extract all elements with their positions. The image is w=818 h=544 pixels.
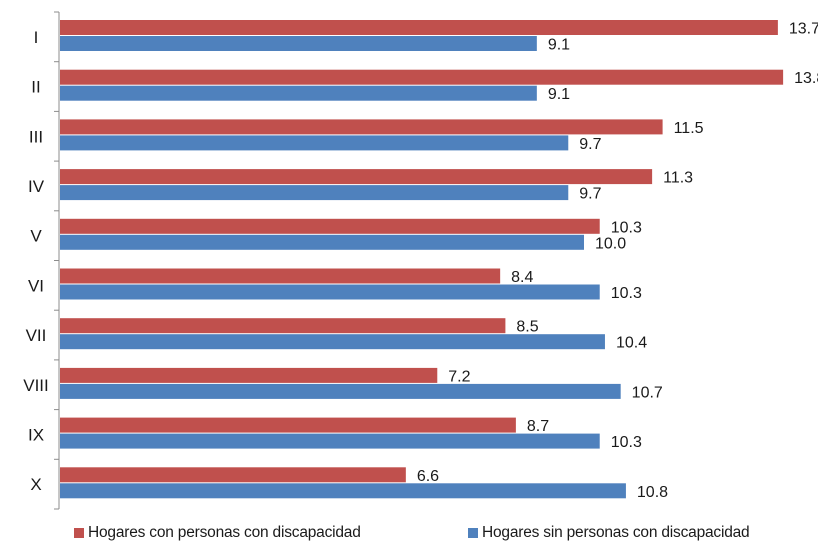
data-label: 10.7 xyxy=(632,384,663,401)
category-label: VIII xyxy=(23,376,49,395)
category-label: IX xyxy=(28,425,44,444)
bar xyxy=(60,318,506,334)
legend-item-sin-discapacidad: Hogares sin personas con discapacidad xyxy=(468,524,750,542)
bar xyxy=(60,268,501,284)
bar xyxy=(60,69,784,85)
bar xyxy=(60,185,569,201)
legend: Hogares con personas con discapacidad Ho… xyxy=(0,518,818,544)
category-axis-ticks xyxy=(54,11,59,510)
bar xyxy=(60,20,778,35)
data-label: 10.4 xyxy=(616,335,647,352)
bar xyxy=(60,334,605,350)
bar xyxy=(60,85,537,101)
bar xyxy=(60,367,438,383)
category-label: V xyxy=(30,227,42,246)
data-label: 11.5 xyxy=(674,120,704,137)
bar xyxy=(60,218,600,234)
data-label: 13.8 xyxy=(794,70,818,87)
category-label: VI xyxy=(28,276,44,295)
legend-label-con-discapacidad: Hogares con personas con discapacidad xyxy=(88,524,361,541)
bar xyxy=(60,36,537,51)
bar xyxy=(60,119,663,135)
category-label: II xyxy=(31,78,40,97)
value-labels: 13.79.113.89.111.59.711.39.710.310.08.41… xyxy=(417,21,818,501)
data-label: 11.3 xyxy=(663,170,693,187)
data-label: 8.7 xyxy=(527,418,549,435)
bar xyxy=(60,417,516,433)
data-label: 7.2 xyxy=(448,368,470,385)
legend-label-sin-discapacidad: Hogares sin personas con discapacidad xyxy=(482,524,750,541)
category-label: X xyxy=(30,475,41,494)
data-label: 10.0 xyxy=(595,235,626,252)
bar xyxy=(60,234,584,250)
data-label: 13.7 xyxy=(789,21,818,38)
category-label: I xyxy=(34,28,39,47)
data-label: 6.6 xyxy=(417,468,439,485)
legend-item-con-discapacidad: Hogares con personas con discapacidad xyxy=(74,524,361,542)
category-label: IV xyxy=(28,177,45,196)
data-label: 10.3 xyxy=(611,285,642,302)
category-label: III xyxy=(29,127,43,146)
data-label: 8.5 xyxy=(516,319,538,336)
category-label: VII xyxy=(26,326,47,345)
bar xyxy=(60,433,600,449)
data-label: 9.7 xyxy=(579,136,601,153)
legend-swatch-con-discapacidad xyxy=(74,528,84,538)
bar xyxy=(60,169,653,185)
data-label: 9.1 xyxy=(548,86,570,103)
legend-swatch-sin-discapacidad xyxy=(468,528,478,538)
data-label: 10.3 xyxy=(611,434,642,451)
data-label: 9.1 xyxy=(548,37,570,54)
bar xyxy=(60,135,569,151)
data-label: 10.8 xyxy=(637,484,668,501)
bar xyxy=(60,467,406,483)
data-label: 8.4 xyxy=(511,269,533,286)
bar xyxy=(60,483,626,499)
data-label: 10.3 xyxy=(611,219,642,236)
bar xyxy=(60,284,600,300)
data-label: 9.7 xyxy=(579,186,601,203)
bars-group xyxy=(60,20,784,499)
bar xyxy=(60,383,621,399)
